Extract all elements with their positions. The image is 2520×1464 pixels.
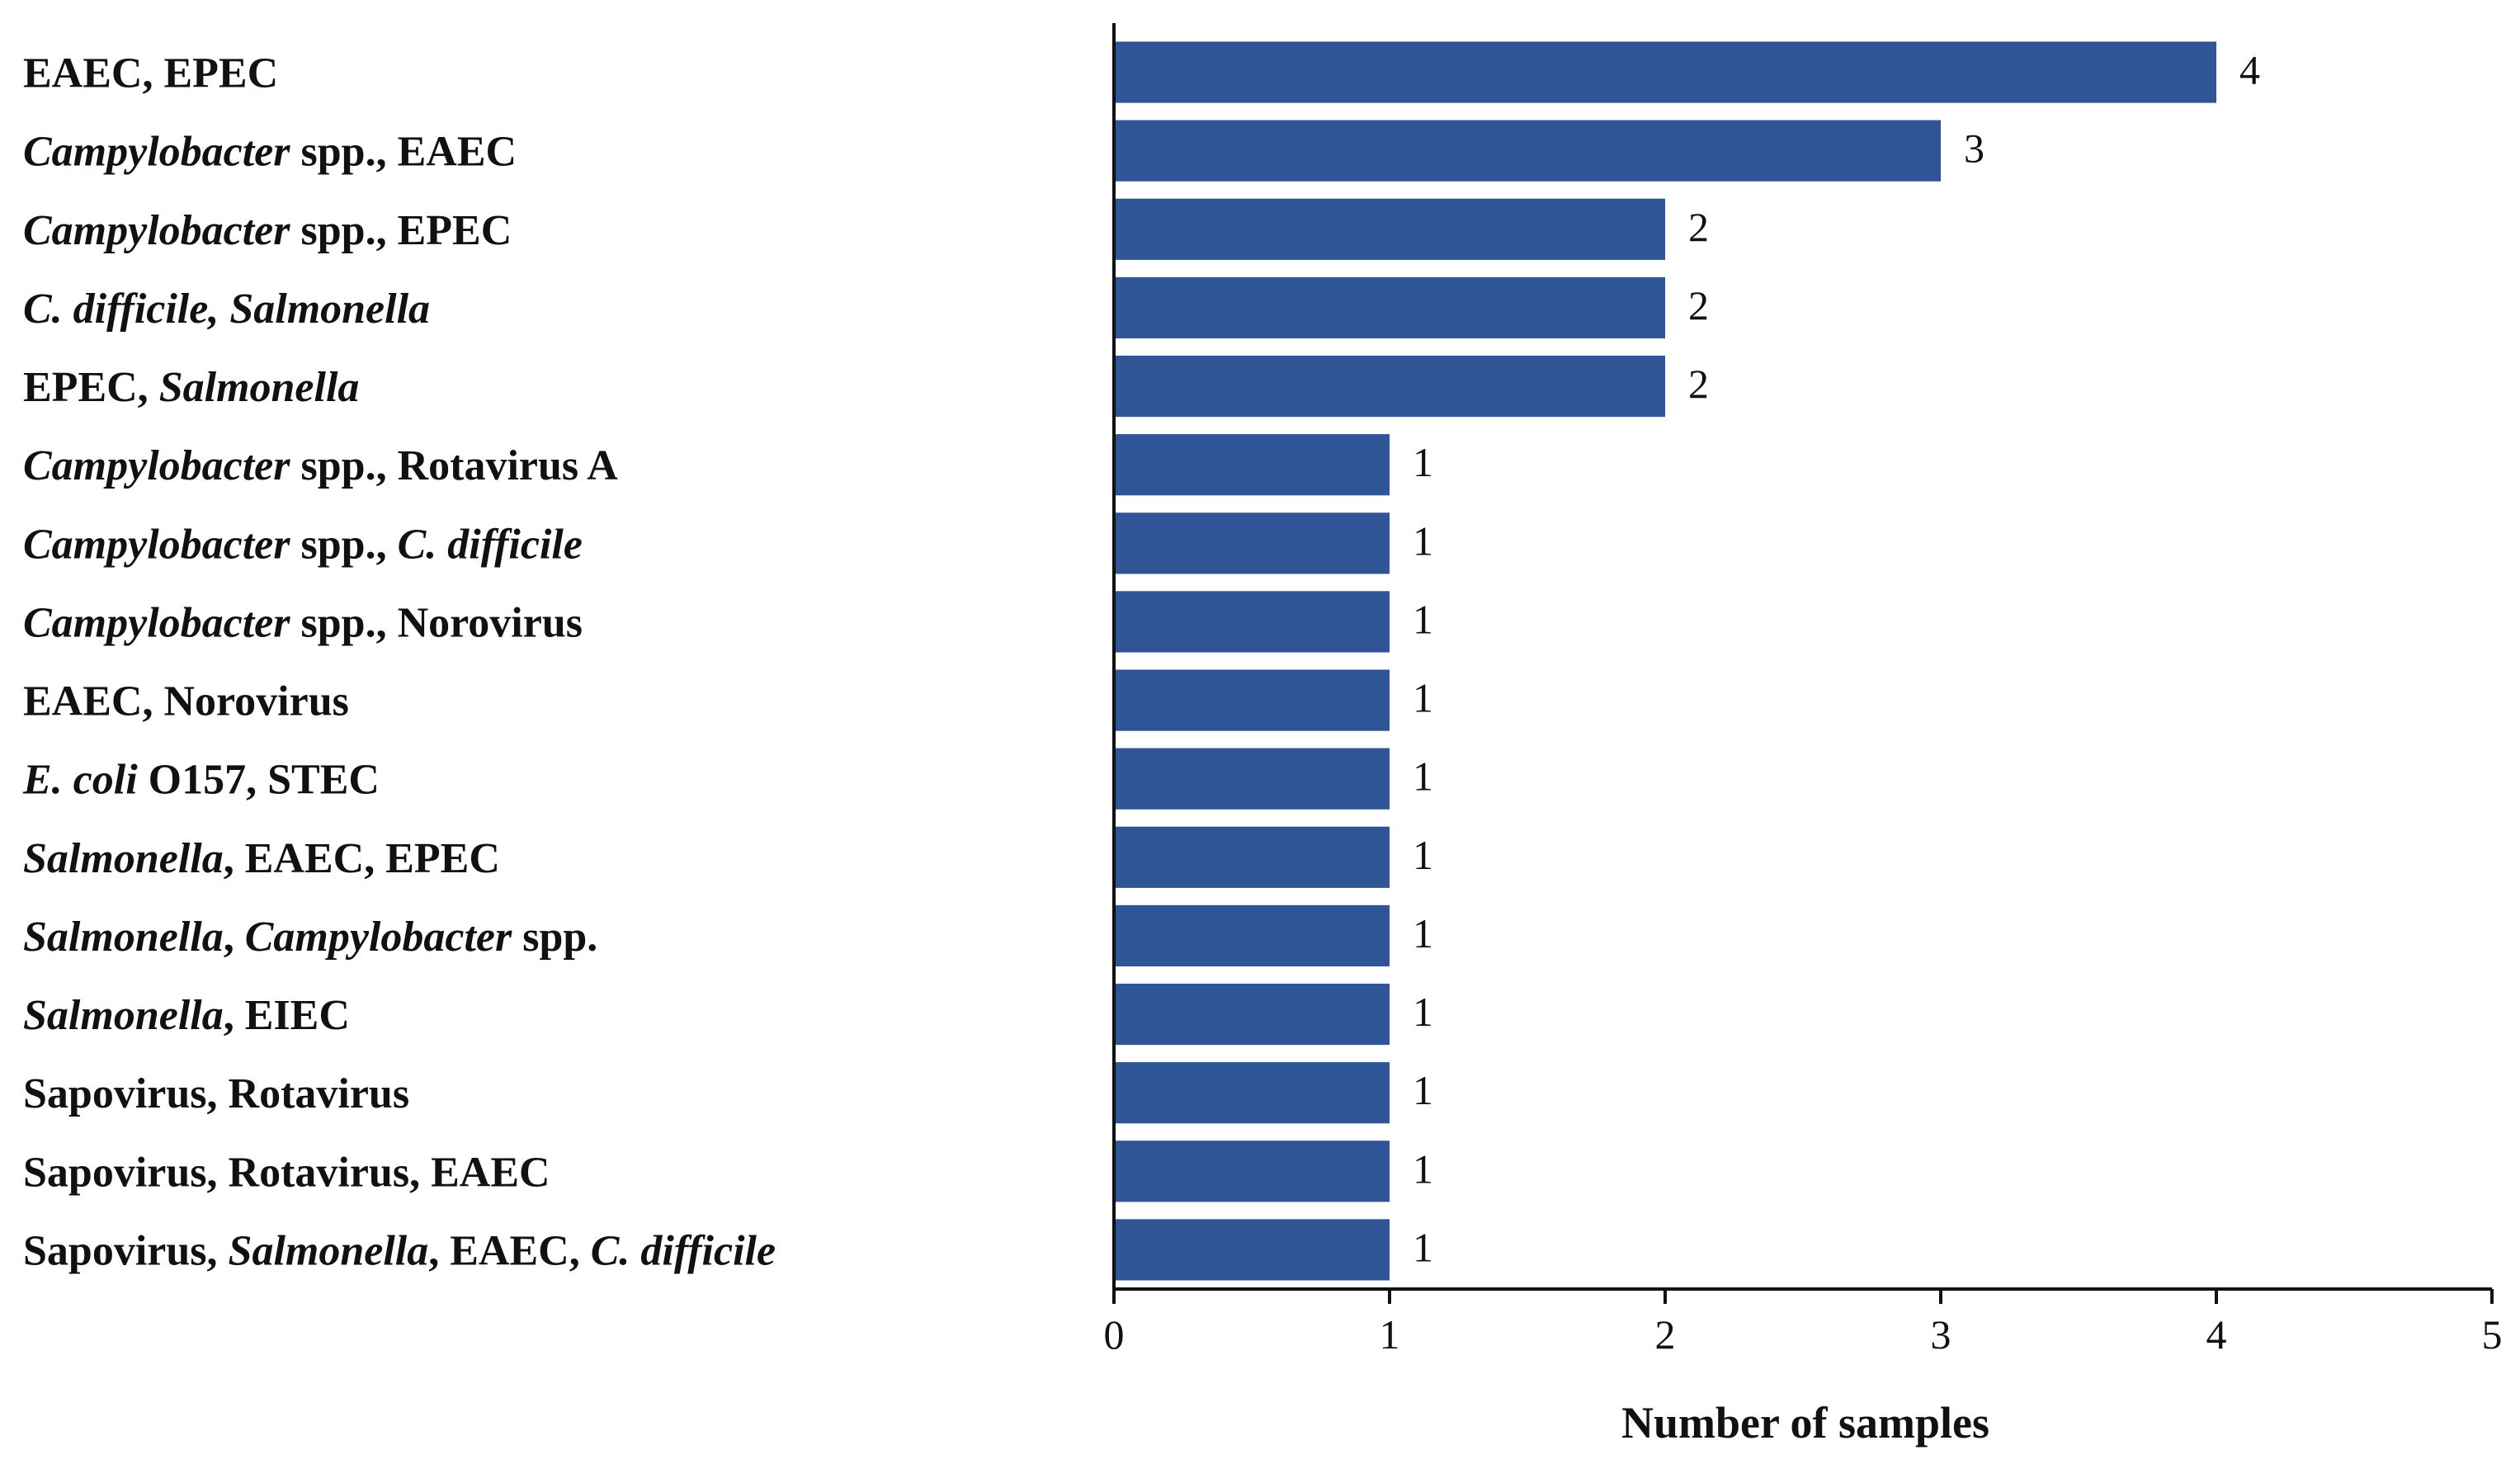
category-label-4: EPEC, Salmonella (23, 364, 359, 411)
x-tick-label-1: 1 (1380, 1311, 1400, 1358)
x-tick-label-0: 0 (1104, 1311, 1125, 1358)
value-label-2: 2 (1688, 204, 1709, 250)
category-label-15: Sapovirus, Salmonella, EAEC, C. difficil… (23, 1227, 776, 1274)
value-label-10: 1 (1413, 832, 1433, 878)
value-label-4: 2 (1688, 361, 1709, 407)
bar-11 (1114, 904, 1390, 967)
category-label-7: Campylobacter spp., Norovirus (23, 599, 583, 646)
category-label-11: Salmonella, Campylobacter spp. (23, 914, 597, 961)
bar-15 (1114, 1219, 1390, 1281)
bar-4 (1114, 355, 1665, 418)
axes-group: 0 1 2 3 4 5 (1104, 23, 2503, 1358)
bar-6 (1114, 512, 1390, 574)
bar-13 (1114, 1062, 1390, 1124)
bar-10 (1114, 826, 1390, 888)
value-label-14: 1 (1413, 1145, 1433, 1192)
bar-7 (1114, 591, 1390, 653)
category-label-12: Salmonella, EIEC (23, 992, 350, 1039)
category-label-1: Campylobacter spp., EAEC (23, 129, 517, 176)
x-tick-label-3: 3 (1931, 1311, 1951, 1358)
category-labels-group: EAEC, EPEC Campylobacter spp., EAEC Campyl… (22, 50, 776, 1275)
category-label-3: C. difficile, Salmonella (23, 286, 430, 333)
category-label-9: E. coli O157, STEC (22, 757, 380, 804)
value-label-5: 1 (1413, 439, 1433, 485)
value-label-1: 3 (1964, 125, 1984, 172)
category-label-6: Campylobacter spp., C. difficile (23, 521, 583, 568)
bar-9 (1114, 748, 1390, 810)
bar-5 (1114, 434, 1390, 496)
category-label-13: Sapovirus, Rotavirus (23, 1070, 409, 1117)
value-label-15: 1 (1413, 1224, 1433, 1270)
x-tick-label-5: 5 (2482, 1311, 2503, 1358)
x-axis-title: Number of samples (1621, 1398, 1989, 1447)
category-label-8: EAEC, Norovirus (23, 678, 349, 725)
bar-2 (1114, 198, 1665, 260)
value-label-12: 1 (1413, 989, 1433, 1035)
bar-12 (1114, 983, 1390, 1046)
category-label-2: Campylobacter spp., EPEC (23, 207, 512, 254)
bar-0 (1114, 41, 2216, 103)
value-label-7: 1 (1413, 596, 1433, 642)
bar-14 (1114, 1141, 1390, 1202)
bar-1 (1114, 120, 1941, 182)
value-label-3: 2 (1688, 282, 1709, 328)
bar-3 (1114, 276, 1665, 339)
category-label-14: Sapovirus, Rotavirus, EAEC (23, 1149, 550, 1196)
category-label-10: Salmonella, EAEC, EPEC (23, 835, 500, 882)
value-labels-group: 4 3 2 2 2 1 1 1 1 1 1 1 1 1 1 1 (1413, 47, 2260, 1271)
x-tick-label-2: 2 (1655, 1311, 1676, 1358)
value-label-0: 4 (2239, 47, 2260, 93)
category-label-5: Campylobacter spp., Rotavirus A (23, 442, 618, 489)
value-label-9: 1 (1413, 753, 1433, 800)
value-label-6: 1 (1413, 517, 1433, 564)
bars-group (1114, 41, 2216, 1281)
value-label-8: 1 (1413, 675, 1433, 721)
bar-8 (1114, 669, 1390, 731)
x-tick-label-4: 4 (2206, 1311, 2227, 1358)
value-label-13: 1 (1413, 1067, 1433, 1113)
category-label-0: EAEC, EPEC (23, 50, 278, 97)
value-label-11: 1 (1413, 910, 1433, 956)
